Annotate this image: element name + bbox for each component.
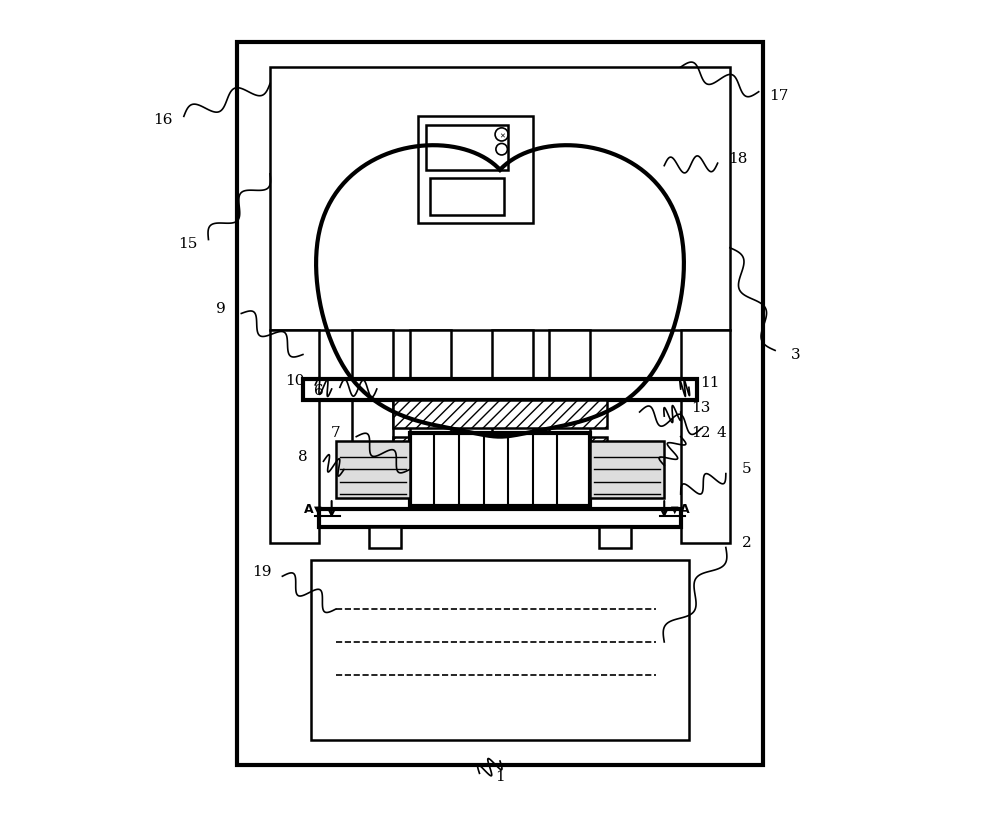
Bar	[492, 330, 533, 453]
Bar	[498, 453, 527, 494]
Bar	[415, 453, 445, 494]
Text: 15: 15	[178, 236, 198, 250]
Bar	[319, 509, 681, 527]
Bar	[352, 330, 393, 453]
Bar	[430, 178, 504, 215]
Text: 4: 4	[717, 425, 727, 439]
Bar	[555, 453, 585, 494]
Text: A: A	[680, 503, 690, 516]
Bar	[426, 124, 508, 170]
Text: 13: 13	[692, 401, 711, 415]
Text: 2: 2	[741, 536, 751, 550]
Bar	[410, 433, 590, 507]
Bar	[270, 67, 730, 330]
Text: 1: 1	[495, 770, 505, 784]
Text: 18: 18	[728, 152, 748, 166]
Bar	[369, 527, 401, 547]
Bar	[418, 116, 533, 223]
Text: 5: 5	[742, 462, 751, 476]
Bar	[393, 437, 607, 466]
Text: A: A	[304, 503, 313, 516]
Text: 9: 9	[216, 302, 226, 316]
Bar	[549, 330, 590, 453]
Text: 19: 19	[252, 565, 272, 579]
Bar	[599, 527, 631, 547]
Bar	[336, 441, 410, 499]
Text: 11: 11	[700, 377, 719, 391]
Bar	[358, 453, 387, 494]
Text: ▼: ▼	[314, 505, 321, 515]
Bar	[590, 441, 664, 499]
Bar	[410, 330, 451, 453]
Bar	[311, 559, 689, 741]
Text: 7: 7	[331, 425, 341, 439]
Bar	[237, 43, 763, 765]
Bar	[303, 379, 697, 400]
Text: 10: 10	[285, 374, 304, 388]
Text: 8: 8	[298, 450, 308, 464]
Text: 12: 12	[691, 425, 711, 439]
Text: 6: 6	[314, 385, 324, 399]
Bar	[681, 330, 730, 543]
Bar	[393, 400, 607, 428]
Bar	[270, 330, 319, 543]
Text: 3: 3	[791, 348, 800, 362]
Text: 17: 17	[770, 89, 789, 103]
Text: ✕: ✕	[499, 133, 505, 140]
Text: 16: 16	[154, 114, 173, 128]
Text: ▼: ▼	[671, 505, 679, 515]
